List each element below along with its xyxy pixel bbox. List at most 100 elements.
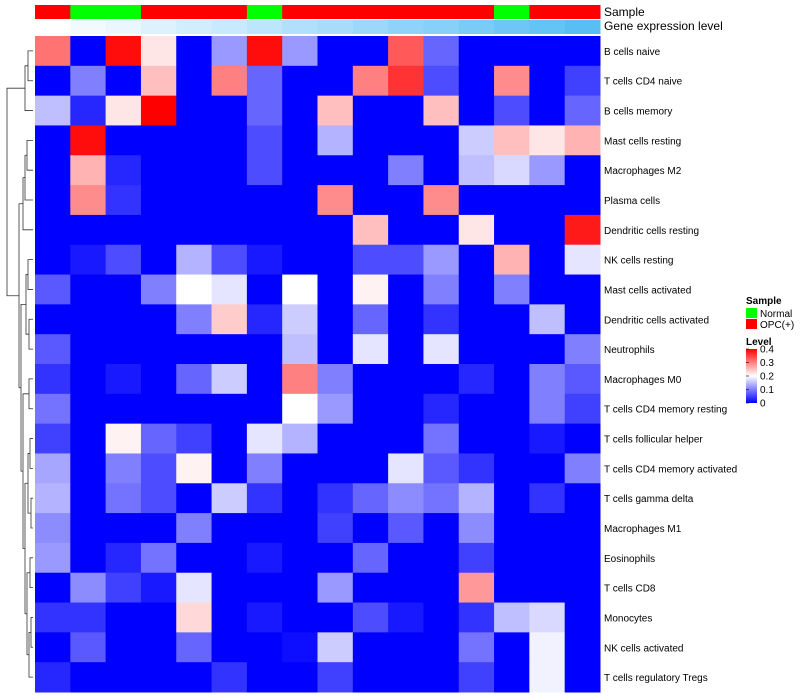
heatmap-cell bbox=[317, 513, 354, 544]
heatmap-cell bbox=[282, 513, 318, 544]
dendrogram-branch bbox=[26, 139, 33, 171]
legend-label-normal: Normal bbox=[760, 309, 792, 320]
heatmap-cell bbox=[458, 423, 495, 454]
heatmap-cell bbox=[246, 274, 283, 305]
heatmap-cell bbox=[70, 423, 107, 454]
heatmap-cell bbox=[140, 214, 177, 246]
heatmap-cell bbox=[211, 185, 248, 216]
heatmap-cell bbox=[352, 274, 389, 305]
heatmap-cell bbox=[529, 393, 566, 425]
heatmap-cell bbox=[494, 95, 530, 126]
heatmap-cell bbox=[564, 423, 601, 454]
heatmap-cell bbox=[211, 274, 248, 305]
heatmap-cell bbox=[70, 632, 107, 663]
sample-annotation-cell bbox=[529, 5, 566, 19]
legend-swatch-normal bbox=[746, 308, 757, 318]
heatmap-cell bbox=[494, 602, 530, 633]
heatmap-cell bbox=[176, 304, 213, 335]
heatmap-cell bbox=[176, 155, 213, 186]
heatmap-cell bbox=[246, 36, 283, 67]
legend-level-colorbar bbox=[746, 349, 757, 403]
heatmap-cell bbox=[140, 65, 177, 97]
heatmap-cell bbox=[458, 602, 495, 633]
heatmap-cell bbox=[423, 36, 460, 67]
heatmap-cells bbox=[35, 36, 601, 693]
row-label: Macrophages M1 bbox=[604, 524, 682, 535]
gene-expression-cell bbox=[211, 20, 248, 34]
heatmap-cell bbox=[35, 632, 71, 663]
heatmap-cell bbox=[211, 334, 248, 365]
heatmap-cell bbox=[211, 304, 248, 335]
heatmap-cell bbox=[35, 274, 71, 305]
heatmap-cell bbox=[564, 244, 601, 276]
heatmap-cell bbox=[282, 334, 318, 365]
gene-expression-cell bbox=[388, 20, 424, 34]
heatmap-cell bbox=[282, 125, 318, 156]
heatmap-cell bbox=[352, 483, 389, 514]
legend-level-title: Level bbox=[746, 337, 772, 348]
heatmap-cell bbox=[352, 602, 389, 633]
heatmap-cell bbox=[140, 393, 177, 425]
dendrogram-branch bbox=[26, 572, 30, 656]
heatmap-cell bbox=[458, 274, 495, 305]
heatmap-cell bbox=[564, 274, 601, 305]
dendrogram-root bbox=[6, 87, 25, 297]
heatmap-cell bbox=[35, 95, 71, 126]
heatmap-cell bbox=[70, 155, 107, 186]
heatmap-cell bbox=[246, 334, 283, 365]
gene-expression-cell bbox=[423, 20, 460, 34]
gene-expression-cell bbox=[458, 20, 495, 34]
heatmap-cell bbox=[564, 483, 601, 514]
heatmap-cell bbox=[246, 393, 283, 425]
heatmap-cell bbox=[494, 185, 530, 216]
heatmap-cell bbox=[35, 185, 71, 216]
heatmap-cell bbox=[70, 244, 107, 276]
heatmap-cell bbox=[494, 423, 530, 454]
heatmap-cell bbox=[564, 304, 601, 335]
heatmap-cell bbox=[246, 423, 283, 454]
heatmap-cell bbox=[494, 214, 530, 246]
heatmap-cell bbox=[282, 274, 318, 305]
heatmap-cell bbox=[494, 542, 530, 574]
heatmap-cell bbox=[423, 662, 460, 693]
heatmap-cell bbox=[564, 393, 601, 425]
heatmap-cell bbox=[564, 632, 601, 663]
heatmap-cell bbox=[388, 513, 424, 544]
heatmap-cell bbox=[388, 95, 424, 126]
heatmap-cell bbox=[176, 483, 213, 514]
legend-tick-label: 0.1 bbox=[760, 385, 774, 396]
sample-annotation-cell bbox=[352, 5, 389, 19]
heatmap-cell bbox=[105, 662, 142, 693]
heatmap-cell bbox=[529, 185, 566, 216]
heatmap-cell bbox=[352, 662, 389, 693]
heatmap-cell bbox=[35, 483, 71, 514]
heatmap-cell bbox=[35, 36, 71, 67]
heatmap-cell bbox=[423, 95, 460, 126]
heatmap-cell bbox=[35, 364, 71, 395]
heatmap-cell bbox=[176, 334, 213, 365]
heatmap-cell bbox=[211, 453, 248, 484]
heatmap-cell bbox=[246, 95, 283, 126]
dendrogram-branch bbox=[27, 259, 33, 290]
heatmap-cell bbox=[211, 423, 248, 454]
heatmap-cell bbox=[35, 572, 71, 604]
row-label: Macrophages M0 bbox=[604, 375, 682, 386]
heatmap-cell bbox=[70, 334, 107, 365]
heatmap-cell bbox=[246, 214, 283, 246]
heatmap-cell bbox=[458, 483, 495, 514]
heatmap-cell bbox=[176, 214, 213, 246]
heatmap-cell bbox=[105, 572, 142, 604]
heatmap-cell bbox=[282, 483, 318, 514]
heatmap-cell bbox=[458, 244, 495, 276]
heatmap-cell bbox=[246, 632, 283, 663]
heatmap-cell bbox=[458, 125, 495, 156]
heatmap-cell bbox=[388, 393, 424, 425]
heatmap-cell bbox=[458, 572, 495, 604]
heatmap-cell bbox=[70, 393, 107, 425]
heatmap-cell bbox=[494, 334, 530, 365]
heatmap-cell bbox=[352, 393, 389, 425]
heatmap-cell bbox=[282, 542, 318, 574]
row-label: B cells naive bbox=[604, 47, 661, 58]
dendrogram-branch bbox=[24, 482, 28, 615]
heatmap-cell bbox=[282, 632, 318, 663]
